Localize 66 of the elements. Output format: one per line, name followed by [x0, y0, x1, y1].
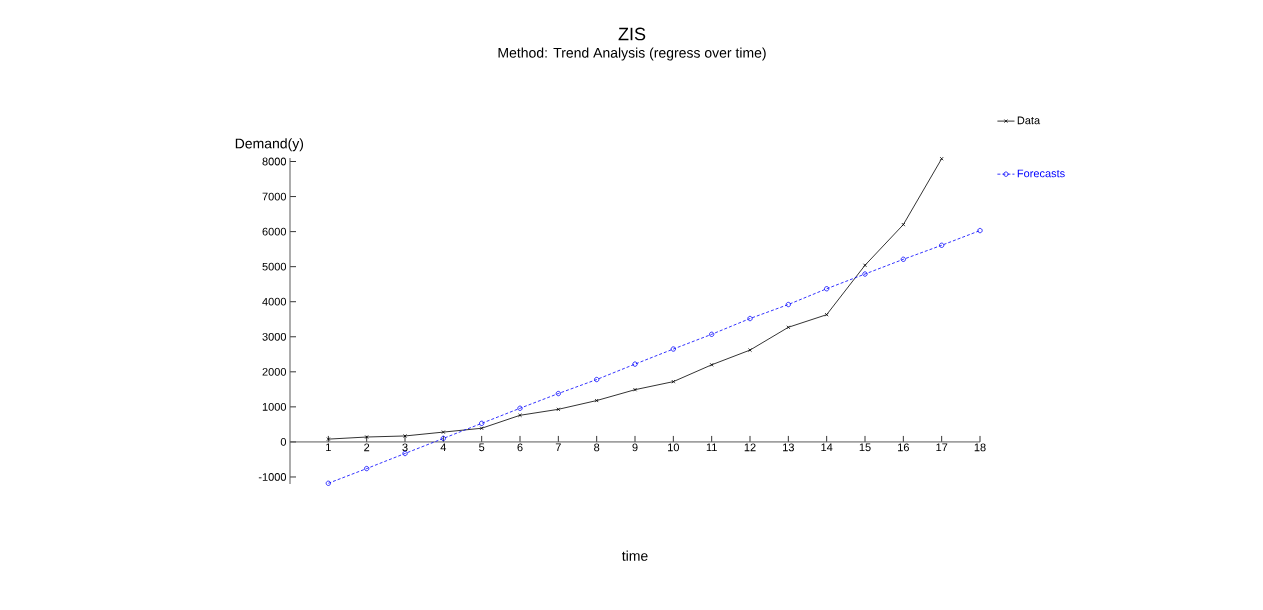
point [632, 361, 638, 367]
y-tick-label: -1000 [258, 473, 287, 481]
point [633, 387, 637, 392]
point [824, 312, 829, 317]
x-tick-label: 4 [440, 443, 447, 452]
x-tick-label: 16 [898, 443, 909, 452]
point [671, 379, 676, 384]
x-tick-label: 13 [783, 443, 794, 452]
point [479, 426, 484, 431]
point [939, 242, 945, 248]
point [403, 434, 407, 438]
y-tick-label: 3000 [262, 332, 287, 341]
point [555, 390, 561, 397]
x-tick-label: 6 [517, 443, 523, 452]
point [901, 222, 906, 227]
y-tick-label: 1000 [262, 402, 287, 411]
x-tick-label: 3 [402, 443, 408, 452]
point [863, 263, 867, 268]
point [479, 420, 485, 426]
x-tick-label: 2 [364, 443, 370, 452]
point [900, 256, 906, 262]
x-tick-label: 14 [821, 443, 833, 452]
x-tick-label: 10 [668, 443, 680, 452]
y-tick-label: 8000 [262, 157, 287, 166]
y-tick-label: 4000 [262, 297, 287, 306]
x-tick-label: 9 [632, 443, 638, 452]
x-tick-label: 18 [974, 443, 986, 452]
x-axis-title: time [622, 550, 648, 561]
point [748, 348, 752, 353]
chart-title: ZIS [618, 27, 646, 41]
y-tick-label: 6000 [262, 227, 287, 236]
x-tick-label: 1 [326, 443, 331, 452]
point [364, 465, 370, 472]
y-tick-label: 2000 [262, 367, 287, 376]
point [440, 435, 446, 442]
point [785, 301, 791, 308]
point [517, 405, 523, 411]
chart-subtitle: Method: Trend Analysis (regress over time) [498, 47, 766, 61]
x-tick-label: 8 [594, 443, 600, 452]
point [441, 430, 446, 435]
point [594, 376, 600, 383]
x-tick-label: 5 [479, 443, 485, 452]
y-tick-label: 7000 [262, 192, 287, 201]
x-tick-label: 17 [936, 443, 948, 452]
point [862, 271, 868, 277]
point [786, 325, 791, 330]
x-tick-label: 12 [744, 443, 756, 452]
y-tick-label: 5000 [262, 262, 287, 271]
point [709, 331, 715, 337]
x-tick-label: 11 [706, 443, 717, 452]
point [747, 315, 753, 322]
point [556, 407, 561, 412]
point [977, 227, 983, 234]
x-tick-label: 7 [555, 443, 561, 452]
y-tick-label: 0 [280, 438, 287, 446]
legend-label: Data [1017, 116, 1041, 125]
point [364, 435, 369, 439]
point [824, 286, 830, 292]
y-axis-title: Demand(y) [235, 138, 304, 152]
legend-label: Forecasts [1017, 169, 1065, 178]
point [325, 480, 331, 486]
point [709, 362, 714, 367]
point [594, 398, 599, 403]
x-tick-label: 15 [859, 443, 871, 452]
point [670, 346, 676, 352]
point [518, 413, 522, 418]
